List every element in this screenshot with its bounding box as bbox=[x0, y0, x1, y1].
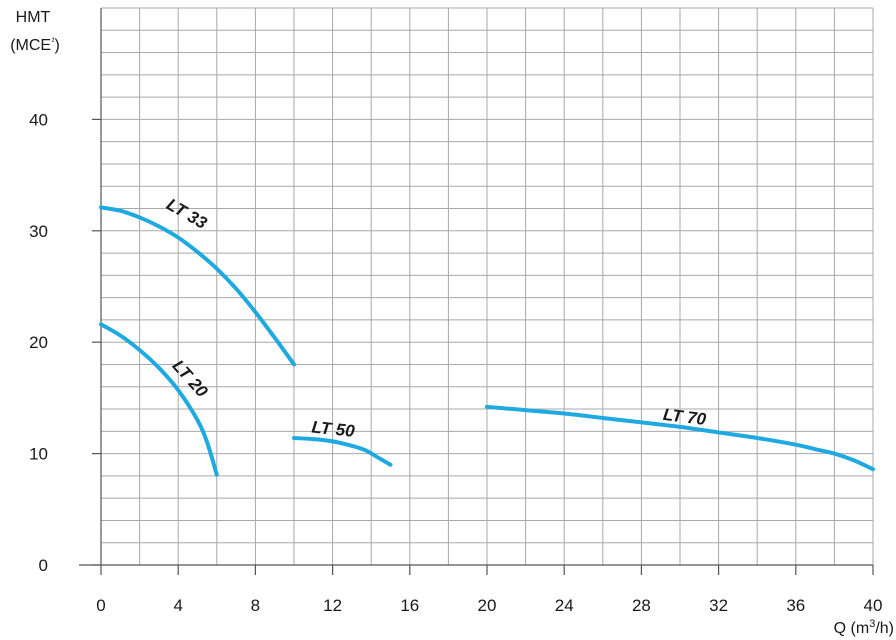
y-axis-title-line1: HMT bbox=[16, 9, 51, 26]
grid bbox=[101, 7, 874, 565]
y-tick-label: 0 bbox=[39, 556, 48, 575]
x-tick-label: 20 bbox=[478, 596, 497, 615]
x-tick-label: 4 bbox=[173, 596, 182, 615]
y-axis-unit: (MCE¹) bbox=[10, 36, 60, 54]
series-line-lt-70 bbox=[485, 404, 875, 472]
x-tick-label: 16 bbox=[400, 596, 419, 615]
series-label-lt-50: LT 50 bbox=[311, 417, 356, 440]
x-tick-label: 36 bbox=[786, 596, 805, 615]
series-line-lt-20 bbox=[99, 322, 219, 477]
series-line-lt-50 bbox=[292, 436, 393, 467]
x-tick-label: 12 bbox=[323, 596, 342, 615]
x-tick-label: 8 bbox=[251, 596, 260, 615]
y-axis-title: HMT bbox=[16, 9, 51, 26]
x-tick-label: 0 bbox=[96, 596, 105, 615]
y-tick-label: 20 bbox=[29, 333, 48, 352]
x-axis-title: Q (m3/h) bbox=[834, 618, 894, 637]
series-label-lt-20: LT 20 bbox=[169, 356, 212, 401]
x-tick-label: 32 bbox=[709, 596, 728, 615]
series-line-lt-33 bbox=[99, 205, 296, 367]
series-label-lt-33: LT 33 bbox=[163, 195, 210, 233]
y-tick-label: 40 bbox=[29, 110, 48, 129]
y-tick-label: 30 bbox=[29, 222, 48, 241]
x-tick-label: 24 bbox=[555, 596, 574, 615]
axes: 0 10 20 30 40 0 4 8 12 16 20 24 28 32 36 40 bbox=[29, 8, 882, 615]
x-tick-label: 40 bbox=[864, 596, 883, 615]
x-tick-label: 28 bbox=[632, 596, 651, 615]
series-lines bbox=[99, 205, 875, 477]
y-tick-label: 10 bbox=[29, 445, 48, 464]
